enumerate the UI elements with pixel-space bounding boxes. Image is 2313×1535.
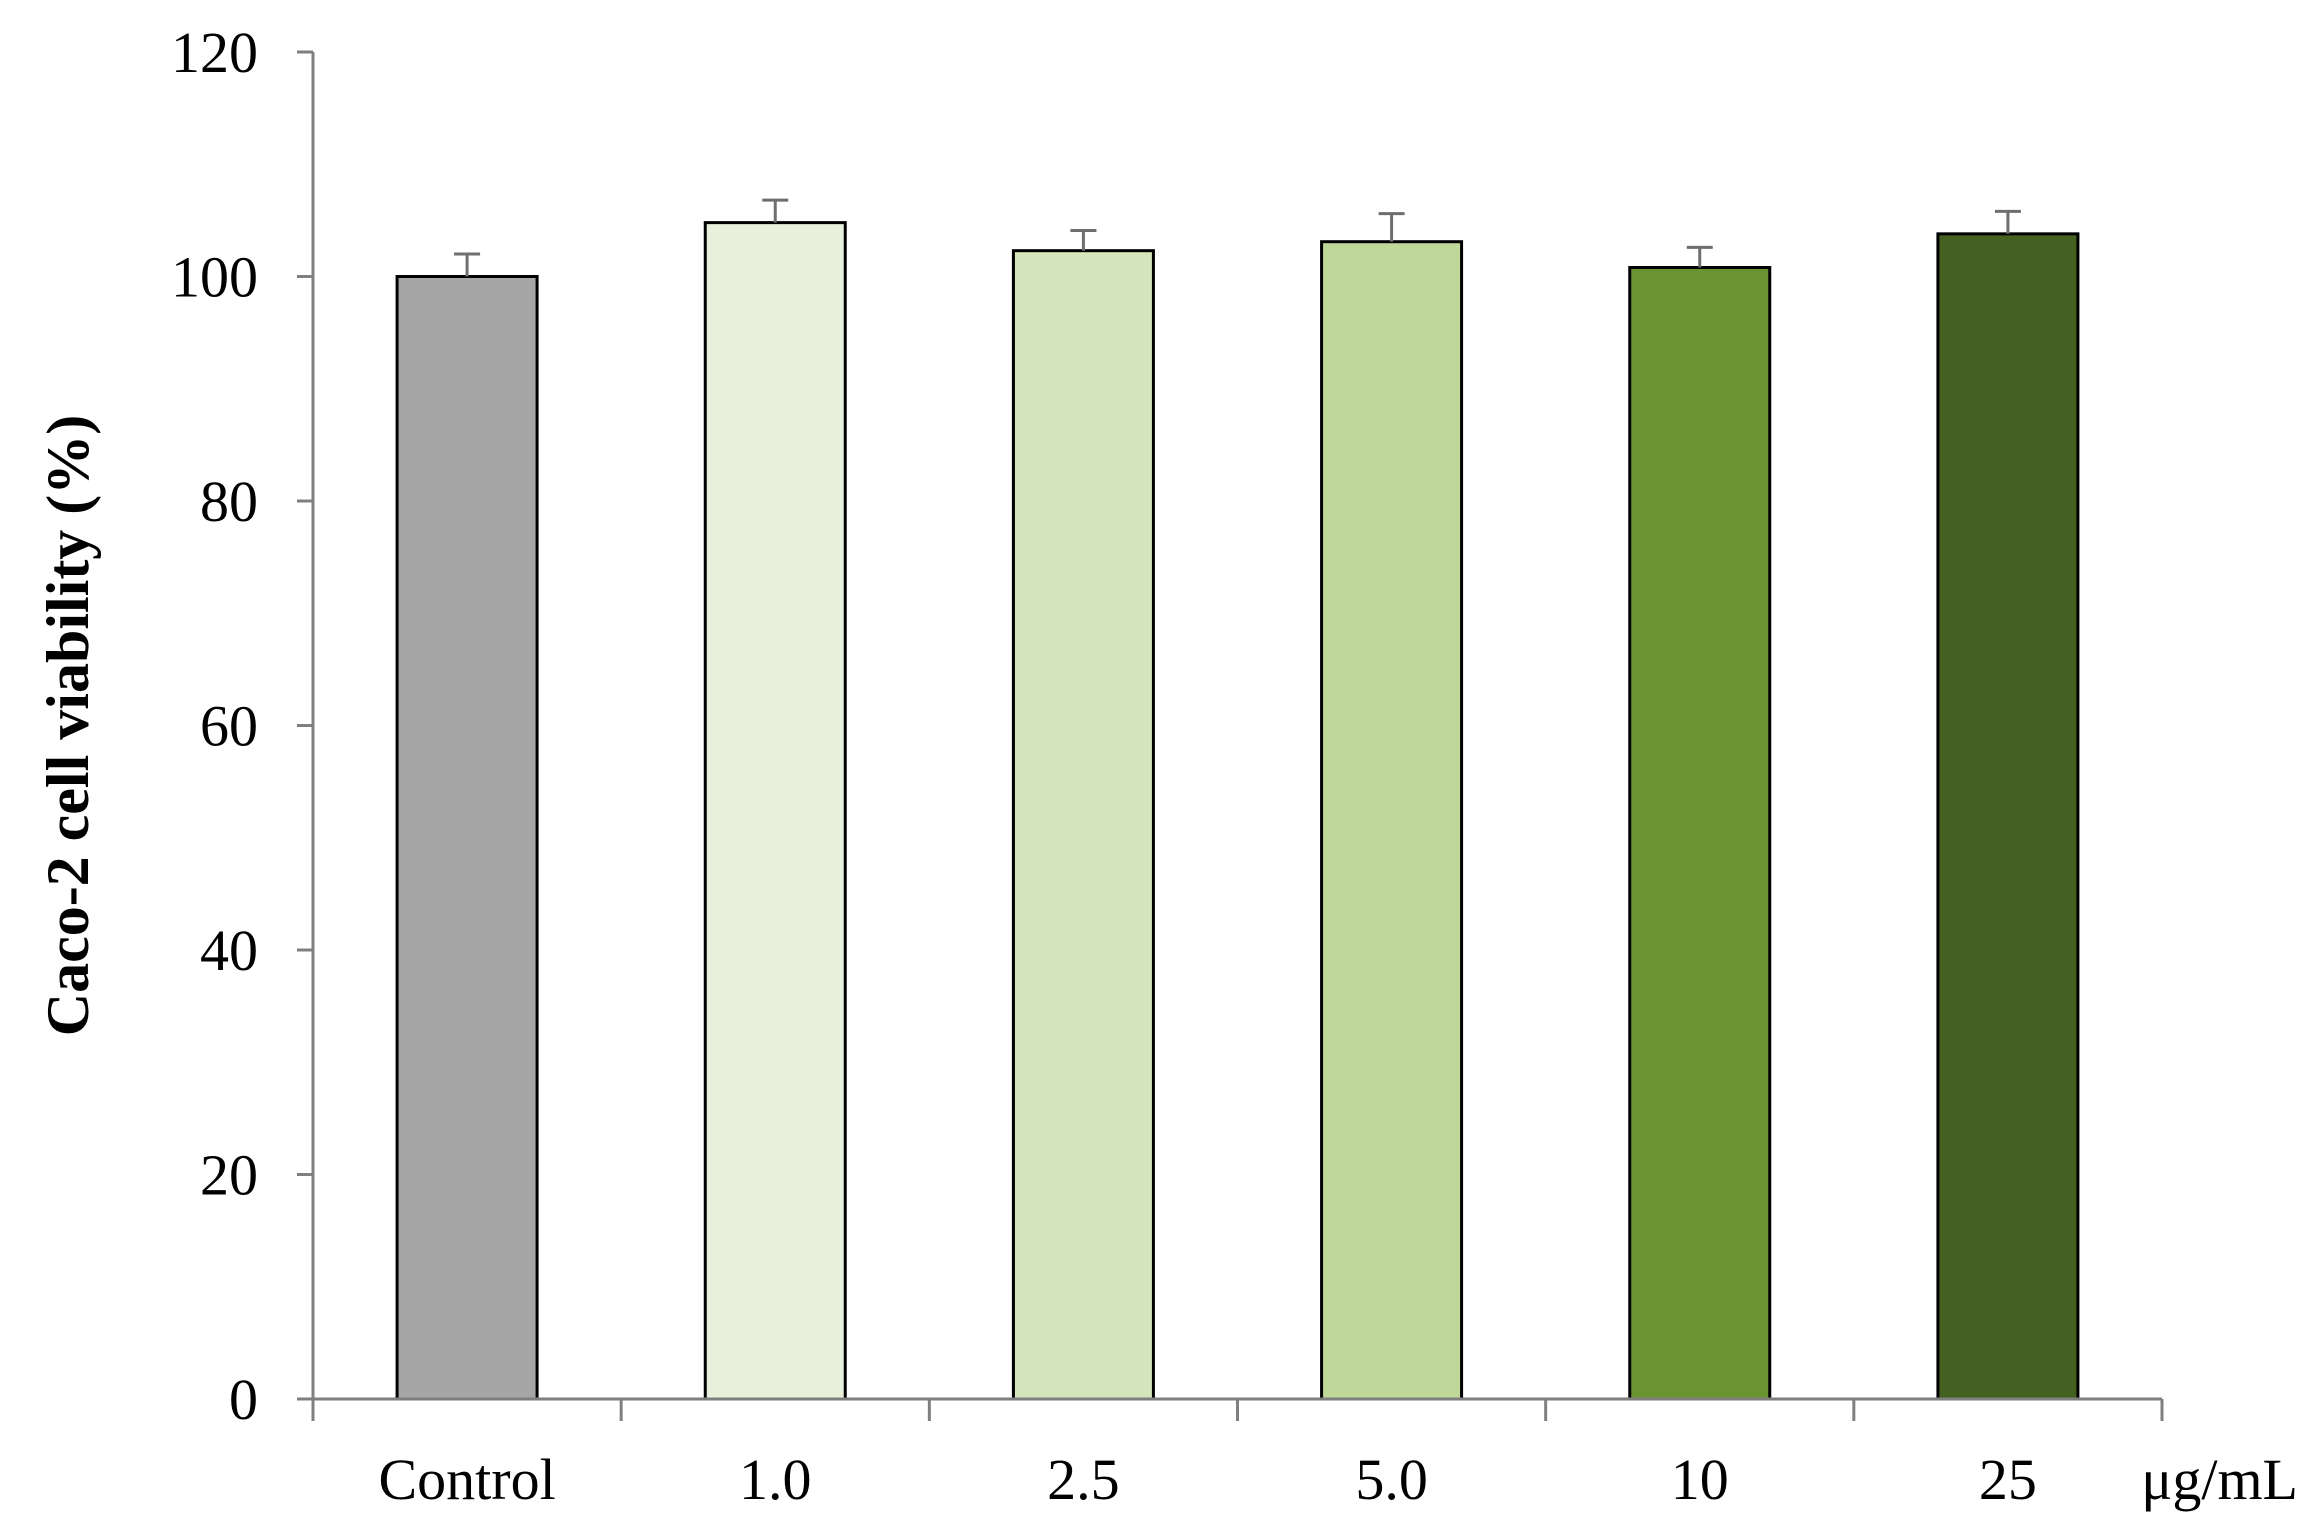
y-axis-title: Caco-2 cell viability (%): [35, 415, 101, 1037]
y-tick-label: 80: [200, 469, 258, 534]
bar-control: [395, 275, 539, 1401]
x-tick-label: 5.0: [1355, 1447, 1428, 1512]
y-tick-label: 20: [200, 1143, 258, 1208]
x-tick-label: 25: [1979, 1447, 2037, 1512]
y-axis-tick-labels: 0 20 40 60 80 100 120: [171, 20, 258, 1432]
error-bar-series: [454, 198, 2021, 277]
x-axis-unit-label: μg/mL: [2141, 1447, 2298, 1512]
x-tick-label: Control: [378, 1447, 555, 1512]
bar-5-0: [1320, 240, 1464, 1401]
y-tick-label: 60: [200, 694, 258, 759]
bar-10: [1628, 266, 1772, 1401]
bar-2-5: [1011, 249, 1155, 1401]
y-axis-ticks: [297, 50, 313, 1401]
x-axis-tick-labels: Control 1.0 2.5 5.0 10 25: [378, 1447, 2036, 1512]
x-tick-label: 10: [1671, 1447, 1729, 1512]
bar-series: [395, 221, 2080, 1401]
bar-25: [1936, 232, 2080, 1401]
error-bar: [1994, 209, 2021, 234]
y-tick-label: 40: [200, 918, 258, 983]
error-bar: [454, 252, 481, 277]
x-tick-label: 2.5: [1047, 1447, 1120, 1512]
y-tick-label: 120: [171, 20, 258, 85]
error-bar: [762, 198, 789, 223]
error-bar: [1686, 245, 1713, 268]
y-tick-label: 0: [229, 1367, 258, 1432]
error-bar: [1378, 212, 1405, 242]
bar-1-0: [703, 221, 847, 1401]
x-axis-ticks: [311, 1399, 2164, 1421]
x-tick-label: 1.0: [739, 1447, 812, 1512]
y-tick-label: 100: [171, 245, 258, 310]
error-bar: [1070, 228, 1097, 251]
